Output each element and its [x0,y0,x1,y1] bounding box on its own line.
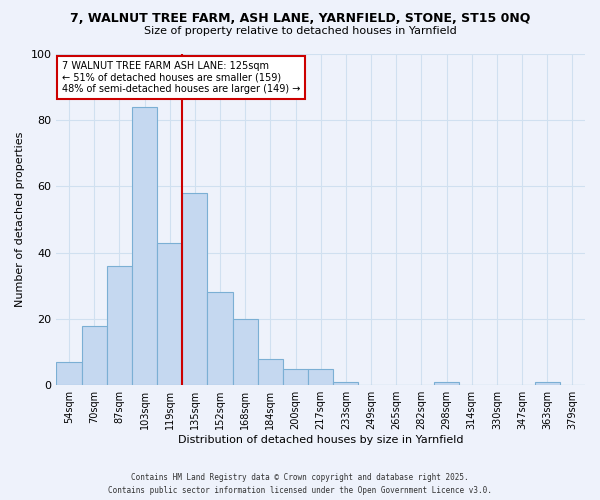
X-axis label: Distribution of detached houses by size in Yarnfield: Distribution of detached houses by size … [178,435,463,445]
Y-axis label: Number of detached properties: Number of detached properties [15,132,25,308]
Bar [132,107,157,385]
Bar [434,382,459,385]
Bar [308,368,333,385]
Bar [208,292,233,385]
Bar [182,193,208,385]
Text: 7, WALNUT TREE FARM, ASH LANE, YARNFIELD, STONE, ST15 0NQ: 7, WALNUT TREE FARM, ASH LANE, YARNFIELD… [70,12,530,26]
Bar [283,368,308,385]
Bar [157,243,182,385]
Text: 7 WALNUT TREE FARM ASH LANE: 125sqm
← 51% of detached houses are smaller (159)
4: 7 WALNUT TREE FARM ASH LANE: 125sqm ← 51… [62,60,300,94]
Bar [333,382,358,385]
Bar [258,358,283,385]
Bar [56,362,82,385]
Bar [535,382,560,385]
Text: Size of property relative to detached houses in Yarnfield: Size of property relative to detached ho… [143,26,457,36]
Text: Contains HM Land Registry data © Crown copyright and database right 2025.
Contai: Contains HM Land Registry data © Crown c… [108,473,492,495]
Bar [107,266,132,385]
Bar [82,326,107,385]
Bar [233,319,258,385]
